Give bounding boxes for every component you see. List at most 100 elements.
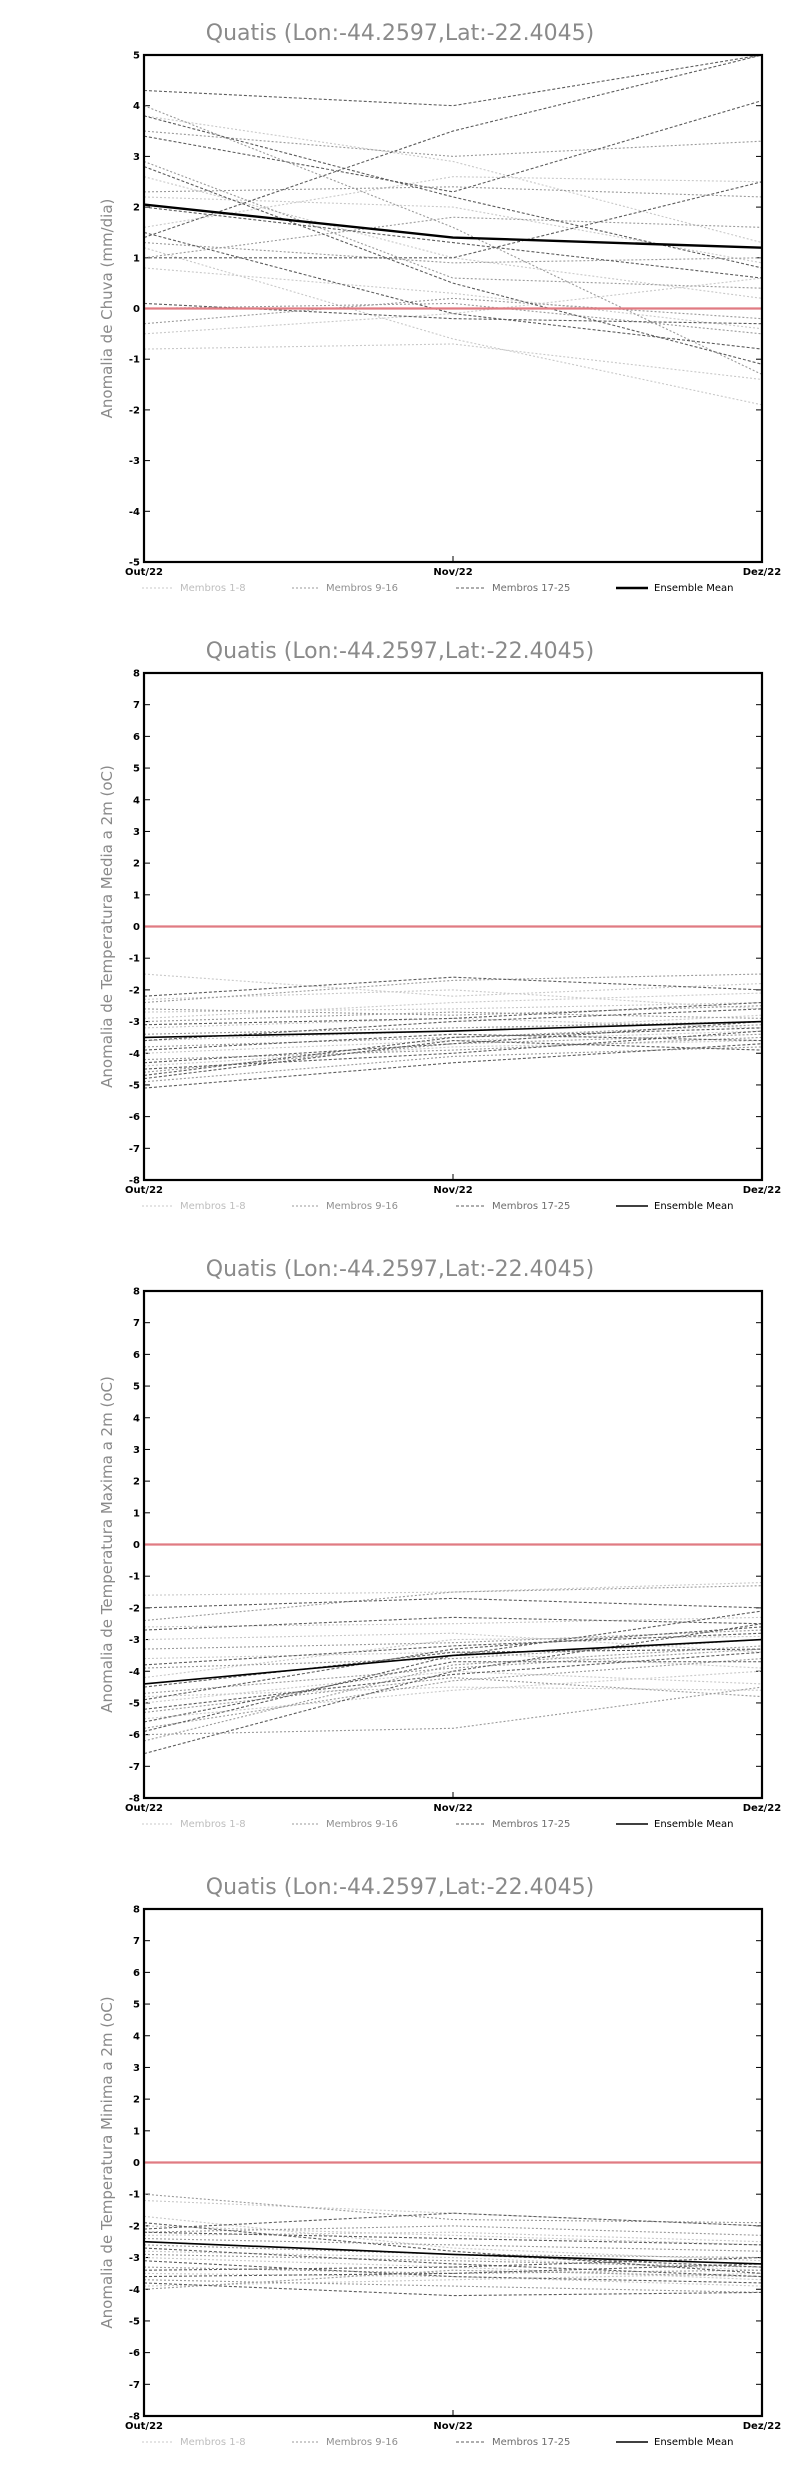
ensemble-mean-line <box>144 1638 762 1685</box>
y-tick-label: -2 <box>129 1603 140 1614</box>
member-line-12 <box>144 1629 762 1650</box>
legend-label-2: Membros 9-16 <box>326 2437 398 2448</box>
member-line-24 <box>144 2263 762 2278</box>
y-tick-label: -1 <box>129 2190 140 2201</box>
member-line-3 <box>144 247 762 406</box>
member-line-8 <box>144 176 762 228</box>
legend-label-3: Membros 17-25 <box>492 1819 570 1830</box>
member-line-13 <box>144 1033 762 1073</box>
member-line-24 <box>144 206 762 279</box>
y-tick-label: -4 <box>129 2285 140 2296</box>
x-tick-label: Out/22 <box>125 1185 163 1196</box>
plot-area <box>144 925 762 1089</box>
member-line-3 <box>144 2250 762 2271</box>
member-line-23 <box>144 1021 762 1064</box>
member-line-2 <box>144 1632 762 1653</box>
y-tick-label: 6 <box>133 1350 140 1361</box>
legend-label-1: Membros 1-8 <box>180 1819 246 1830</box>
chart-title: Quatis (Lon:-44.2597,Lat:-22.4045) <box>206 1257 594 1282</box>
member-line-18 <box>144 1623 762 1755</box>
member-line-23 <box>144 100 762 193</box>
member-line-4 <box>144 2272 762 2287</box>
y-tick-label: -5 <box>129 558 140 569</box>
y-tick-label: -7 <box>129 1144 140 1155</box>
member-line-21 <box>144 1030 762 1070</box>
x-tick-label: Nov/22 <box>433 1803 472 1814</box>
member-line-9 <box>144 2193 762 2224</box>
member-line-14 <box>144 186 762 198</box>
member-line-14 <box>144 1021 762 1035</box>
member-line-18 <box>144 1027 762 1076</box>
member-line-19 <box>144 55 762 239</box>
member-line-5 <box>144 2231 762 2243</box>
member-line-25 <box>144 231 762 350</box>
y-tick-label: 5 <box>133 764 140 775</box>
x-tick-label: Dez/22 <box>743 567 782 578</box>
member-line-12 <box>144 1011 762 1023</box>
chart-3-svg: Quatis (Lon:-44.2597,Lat:-22.4045) Anomal… <box>98 1257 781 1830</box>
y-tick-label: 2 <box>133 859 140 870</box>
y-tick-label: -2 <box>129 985 140 996</box>
legend-label-2: Membros 9-16 <box>326 1819 398 1830</box>
y-tick-label: -4 <box>129 507 140 518</box>
y-tick-label: 4 <box>133 101 140 112</box>
member-line-10 <box>144 216 762 259</box>
plot-area <box>144 1543 762 1755</box>
y-tick-label: -4 <box>129 1049 140 1060</box>
y-axis-label: Anomalia de Temperatura Media a 2m (oC) <box>98 765 116 1088</box>
member-line-23 <box>144 2231 762 2246</box>
plot-frame <box>142 53 764 564</box>
y-tick-label: -5 <box>129 1080 140 1091</box>
legend-label-3: Membros 17-25 <box>492 1201 570 1212</box>
y-tick-label: -7 <box>129 1762 140 1773</box>
y-tick-label: 8 <box>133 1287 140 1298</box>
chart-1-svg: Quatis (Lon:-44.2597,Lat:-22.4045) Anomal… <box>98 21 782 594</box>
y-tick-label: 0 <box>133 304 140 315</box>
y-tick-label: -6 <box>129 1112 140 1123</box>
y-tick-label: 6 <box>133 732 140 743</box>
y-tick-label: -6 <box>129 2348 140 2359</box>
member-line-9 <box>144 973 762 1004</box>
member-line-10 <box>144 1658 762 1729</box>
legend-label-1: Membros 1-8 <box>180 583 246 594</box>
legend-label-3: Membros 17-25 <box>492 583 570 594</box>
member-line-1 <box>144 973 762 997</box>
y-tick-label: 5 <box>133 51 140 62</box>
y-tick-label: -7 <box>129 2380 140 2391</box>
ensemble-mean-line <box>144 1020 762 1039</box>
member-line-8 <box>144 2257 762 2281</box>
y-tick-label: 2 <box>133 203 140 214</box>
member-line-18 <box>144 2247 762 2278</box>
ensemble-mean-line <box>144 2240 762 2265</box>
member-line-14 <box>144 1677 762 1713</box>
member-line-13 <box>144 242 762 264</box>
x-tick-label: Nov/22 <box>433 567 472 578</box>
y-tick-label: -5 <box>129 2316 140 2327</box>
y-tick-label: 7 <box>133 700 140 711</box>
legend-label-2: Membros 9-16 <box>326 1201 398 1212</box>
x-tick-label: Out/22 <box>125 1803 163 1814</box>
y-tick-label: -4 <box>129 1667 140 1678</box>
member-line-17 <box>144 976 762 997</box>
member-line-11 <box>144 2266 762 2274</box>
y-tick-label: -1 <box>129 954 140 965</box>
y-tick-label: 3 <box>133 2063 140 2074</box>
member-line-7 <box>144 343 762 381</box>
member-line-23 <box>144 1651 762 1710</box>
y-tick-label: -3 <box>129 1635 140 1646</box>
y-tick-label: 4 <box>133 2031 140 2042</box>
member-line-24 <box>144 1040 762 1080</box>
member-line-20 <box>144 1648 762 1688</box>
x-tick-label: Nov/22 <box>433 1185 472 1196</box>
member-line-15 <box>144 1639 762 1669</box>
legend-label-4: Ensemble Mean <box>654 583 733 594</box>
member-line-5 <box>144 196 762 264</box>
y-tick-label: 5 <box>133 2000 140 2011</box>
legend-label-2: Membros 9-16 <box>326 583 398 594</box>
y-tick-label: 2 <box>133 1477 140 1488</box>
y-tick-label: -3 <box>129 1017 140 1028</box>
y-tick-label: 7 <box>133 1936 140 1947</box>
legend-label-3: Membros 17-25 <box>492 2437 570 2448</box>
member-line-6 <box>144 1616 762 1628</box>
y-tick-label: 1 <box>133 890 140 901</box>
